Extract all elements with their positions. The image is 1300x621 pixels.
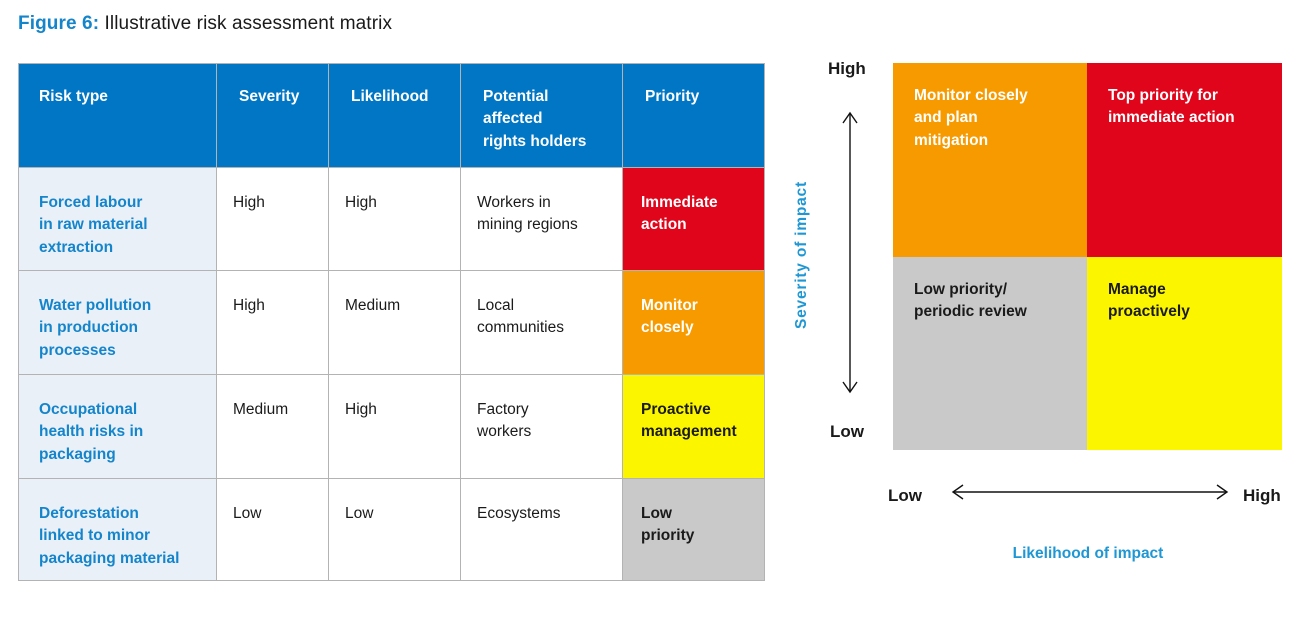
likelihood-cell: Low [329,479,460,580]
likelihood-axis-high-label: High [1243,486,1281,505]
rights-holders-cell: Local communities [461,271,622,374]
severity-axis-high-label: High [828,59,866,78]
severity-cell: High [217,168,328,270]
risk-type-cell: Deforestation linked to minor packaging … [19,479,216,580]
likelihood-cell: High [329,375,460,478]
figure-number-label: Figure 6: [18,13,100,34]
priority-cell-proactive-management: Proactive management [623,375,764,478]
severity-axis-title: Severity of impact [793,181,810,329]
matrix-quadrant-top-priority: Top priority for immediate action [1087,63,1282,257]
column-header-risk-type: Risk type [19,64,216,167]
likelihood-axis-low-label: Low [888,486,922,505]
rights-holders-cell: Factory workers [461,375,622,478]
column-header-priority: Priority [623,64,764,167]
figure-title-text: Illustrative risk assessment matrix [104,13,393,34]
risk-matrix: Monitor closely and plan mitigation Top … [893,63,1282,450]
severity-cell: Medium [217,375,328,478]
likelihood-cell: Medium [329,271,460,374]
likelihood-axis-arrow-icon [951,484,1229,500]
risk-table: Risk type Severity Likelihood Potential … [18,63,765,581]
column-header-severity: Severity [217,64,328,167]
risk-type-cell: Occupational health risks in packaging [19,375,216,478]
severity-axis-arrow-icon [842,111,858,394]
rights-holders-cell: Workers in mining regions [461,168,622,270]
rights-holders-cell: Ecosystems [461,479,622,580]
priority-cell-low-priority: Low priority [623,479,764,580]
likelihood-axis-title: Likelihood of impact [1012,545,1164,562]
risk-type-cell: Water pollution in production processes [19,271,216,374]
severity-axis-low-label: Low [830,422,864,441]
priority-cell-immediate-action: Immediate action [623,168,764,270]
matrix-quadrant-monitor-closely: Monitor closely and plan mitigation [893,63,1087,257]
severity-cell: Low [217,479,328,580]
matrix-quadrant-low-priority: Low priority/ periodic review [893,257,1087,450]
column-header-rights-holders: Potential affected rights holders [461,64,622,167]
priority-cell-monitor-closely: Monitor closely [623,271,764,374]
matrix-quadrant-manage-proactively: Manage proactively [1087,257,1282,450]
severity-cell: High [217,271,328,374]
column-header-likelihood: Likelihood [329,64,460,167]
risk-type-cell: Forced labour in raw material extraction [19,168,216,270]
figure-caption: Figure 6: Illustrative risk assessment m… [18,12,392,36]
likelihood-cell: High [329,168,460,270]
